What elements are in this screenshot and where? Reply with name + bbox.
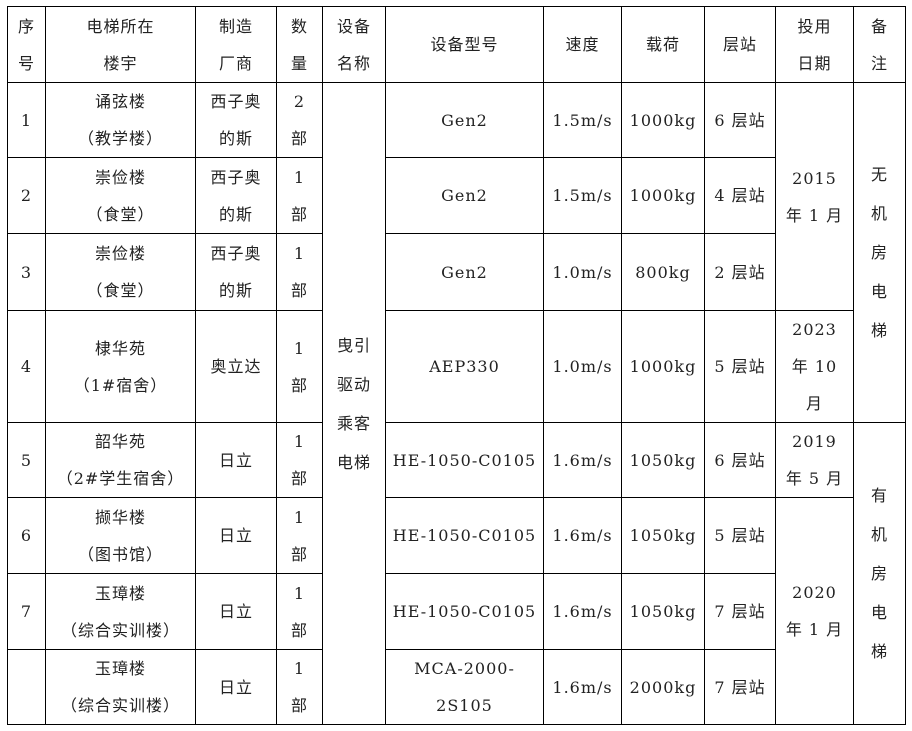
table-row: 3 崇俭楼 （食堂） 西子奥 的斯 1 部 Gen2 1.0m/s 800kg 2 层站 [7, 233, 906, 311]
elevator-table: 序 号电梯所在 楼宇 制造 厂商数 量设备 名称 设备型号 速度 载荷 层站 投用 日期备 … [7, 6, 906, 725]
table-row: 玉璋楼 （综合实训楼） 日立 1 部 MCA-2000-2S105 1.6m/s 2000… [7, 649, 906, 725]
cell-speed: 1.0m/s [543, 233, 622, 311]
header-floors: 层站 [704, 6, 776, 83]
cell-floors: 5 层站 [704, 310, 776, 423]
cell-maker: 西子奥 的斯 [195, 82, 277, 158]
cell-quantity: 1 部 [276, 157, 323, 234]
cell-maker: 日立 [195, 497, 277, 574]
cell-model: Gen2 [385, 157, 544, 234]
cell-maker: 西子奥 的斯 [195, 233, 277, 311]
header-speed: 速度 [543, 6, 622, 83]
cell-no: 5 [7, 422, 46, 498]
cell-building: 诵弦楼 （教学楼） [45, 82, 196, 158]
cell-load: 2000kg [621, 649, 705, 725]
cell-maker: 日立 [195, 573, 277, 650]
cell-building: 崇俭楼 （食堂） [45, 157, 196, 234]
cell-floors: 6 层站 [704, 422, 776, 498]
cell-floors: 5 层站 [704, 497, 776, 574]
cell-commission-date: 2020 年 1 月 [775, 497, 854, 725]
cell-model: Gen2 [385, 82, 544, 158]
cell-floors: 2 层站 [704, 233, 776, 311]
cell-floors: 7 层站 [704, 573, 776, 650]
cell-building: 玉璋楼 （综合实训楼） [45, 573, 196, 650]
cell-floors: 4 层站 [704, 157, 776, 234]
cell-building: 撷华楼 （图书馆） [45, 497, 196, 574]
header-quantity: 数 量 [276, 6, 323, 83]
cell-quantity: 1 部 [276, 310, 323, 423]
cell-quantity: 1 部 [276, 649, 323, 725]
cell-no: 6 [7, 497, 46, 574]
cell-load: 1000kg [621, 82, 705, 158]
cell-quantity: 1 部 [276, 422, 323, 498]
table-row: 4 棣华苑 （1#宿舍） 奥立达 1 部 AEP330 1.0m/s 1000kg 5 层站 2… [7, 310, 906, 423]
cell-floors: 7 层站 [704, 649, 776, 725]
cell-no: 7 [7, 573, 46, 650]
header-equipment-name: 设备 名称 [322, 6, 386, 83]
table-row: 2 崇俭楼 （食堂） 西子奥 的斯 1 部 Gen2 1.5m/s 1000kg 4 层站 [7, 157, 906, 234]
cell-building: 玉璋楼 （综合实训楼） [45, 649, 196, 725]
cell-model: Gen2 [385, 233, 544, 311]
cell-maker: 西子奥 的斯 [195, 157, 277, 234]
cell-model: AEP330 [385, 310, 544, 423]
cell-maker: 奥立达 [195, 310, 277, 423]
cell-floors: 6 层站 [704, 82, 776, 158]
cell-building: 崇俭楼 （食堂） [45, 233, 196, 311]
table-row: 1 诵弦楼 （教学楼） 西子奥 的斯 2 部曳引 驱动 乘客 电梯 Gen2 1.5m/s… [7, 82, 906, 725]
cell-speed: 1.6m/s [543, 422, 622, 498]
cell-quantity: 1 部 [276, 497, 323, 574]
cell-speed: 1.6m/s [543, 649, 622, 725]
cell-commission-date: 2023 年 10 月 [775, 310, 854, 423]
header-load: 载荷 [621, 6, 705, 83]
cell-load: 1050kg [621, 573, 705, 650]
header-building: 电梯所在 楼宇 [45, 6, 196, 83]
cell-no: 3 [7, 233, 46, 311]
cell-maker: 日立 [195, 422, 277, 498]
cell-quantity: 2 部 [276, 82, 323, 158]
header-remark: 备 注 [853, 6, 906, 83]
cell-model: HE-1050-C0105 [385, 573, 544, 650]
cell-no [7, 649, 46, 725]
cell-load: 800kg [621, 233, 705, 311]
header-commission-date: 投用 日期 [775, 6, 854, 83]
cell-remark: 无 机 房 电 梯 [853, 82, 906, 423]
cell-commission-date: 2019 年 5 月 [775, 422, 854, 498]
cell-commission-date: 2015 年 1 月 [775, 82, 854, 311]
cell-speed: 1.5m/s [543, 82, 622, 158]
header-no: 序 号 [7, 6, 46, 83]
cell-load: 1050kg [621, 497, 705, 574]
cell-maker: 日立 [195, 649, 277, 725]
cell-quantity: 1 部 [276, 233, 323, 311]
cell-load: 1050kg [621, 422, 705, 498]
cell-equipment-name: 曳引 驱动 乘客 电梯 [322, 82, 386, 725]
cell-remark: 有 机 房 电 梯 [853, 422, 906, 725]
cell-model: HE-1050-C0105 [385, 497, 544, 574]
cell-speed: 1.5m/s [543, 157, 622, 234]
cell-speed: 1.6m/s [543, 573, 622, 650]
cell-load: 1000kg [621, 157, 705, 234]
table-row: 7 玉璋楼 （综合实训楼） 日立 1 部 HE-1050-C0105 1.6m/s 1050… [7, 573, 906, 650]
table-row: 5 韶华苑 （2#学生宿舍） 日立 1 部 HE-1050-C0105 1.6m/s 105… [7, 422, 906, 725]
cell-quantity: 1 部 [276, 573, 323, 650]
table-row: 6 撷华楼 （图书馆） 日立 1 部 HE-1050-C0105 1.6m/s 1050kg… [7, 497, 906, 725]
cell-building: 棣华苑 （1#宿舍） [45, 310, 196, 423]
cell-no: 1 [7, 82, 46, 158]
cell-speed: 1.0m/s [543, 310, 622, 423]
cell-model: HE-1050-C0105 [385, 422, 544, 498]
cell-no: 4 [7, 310, 46, 423]
cell-load: 1000kg [621, 310, 705, 423]
cell-model: MCA-2000-2S105 [385, 649, 544, 725]
cell-speed: 1.6m/s [543, 497, 622, 574]
cell-building: 韶华苑 （2#学生宿舍） [45, 422, 196, 498]
cell-no: 2 [7, 157, 46, 234]
header-maker: 制造 厂商 [195, 6, 277, 83]
header-row: 序 号电梯所在 楼宇 制造 厂商数 量设备 名称 设备型号 速度 载荷 层站 投用 日期备 … [7, 6, 906, 83]
header-model: 设备型号 [385, 6, 544, 83]
